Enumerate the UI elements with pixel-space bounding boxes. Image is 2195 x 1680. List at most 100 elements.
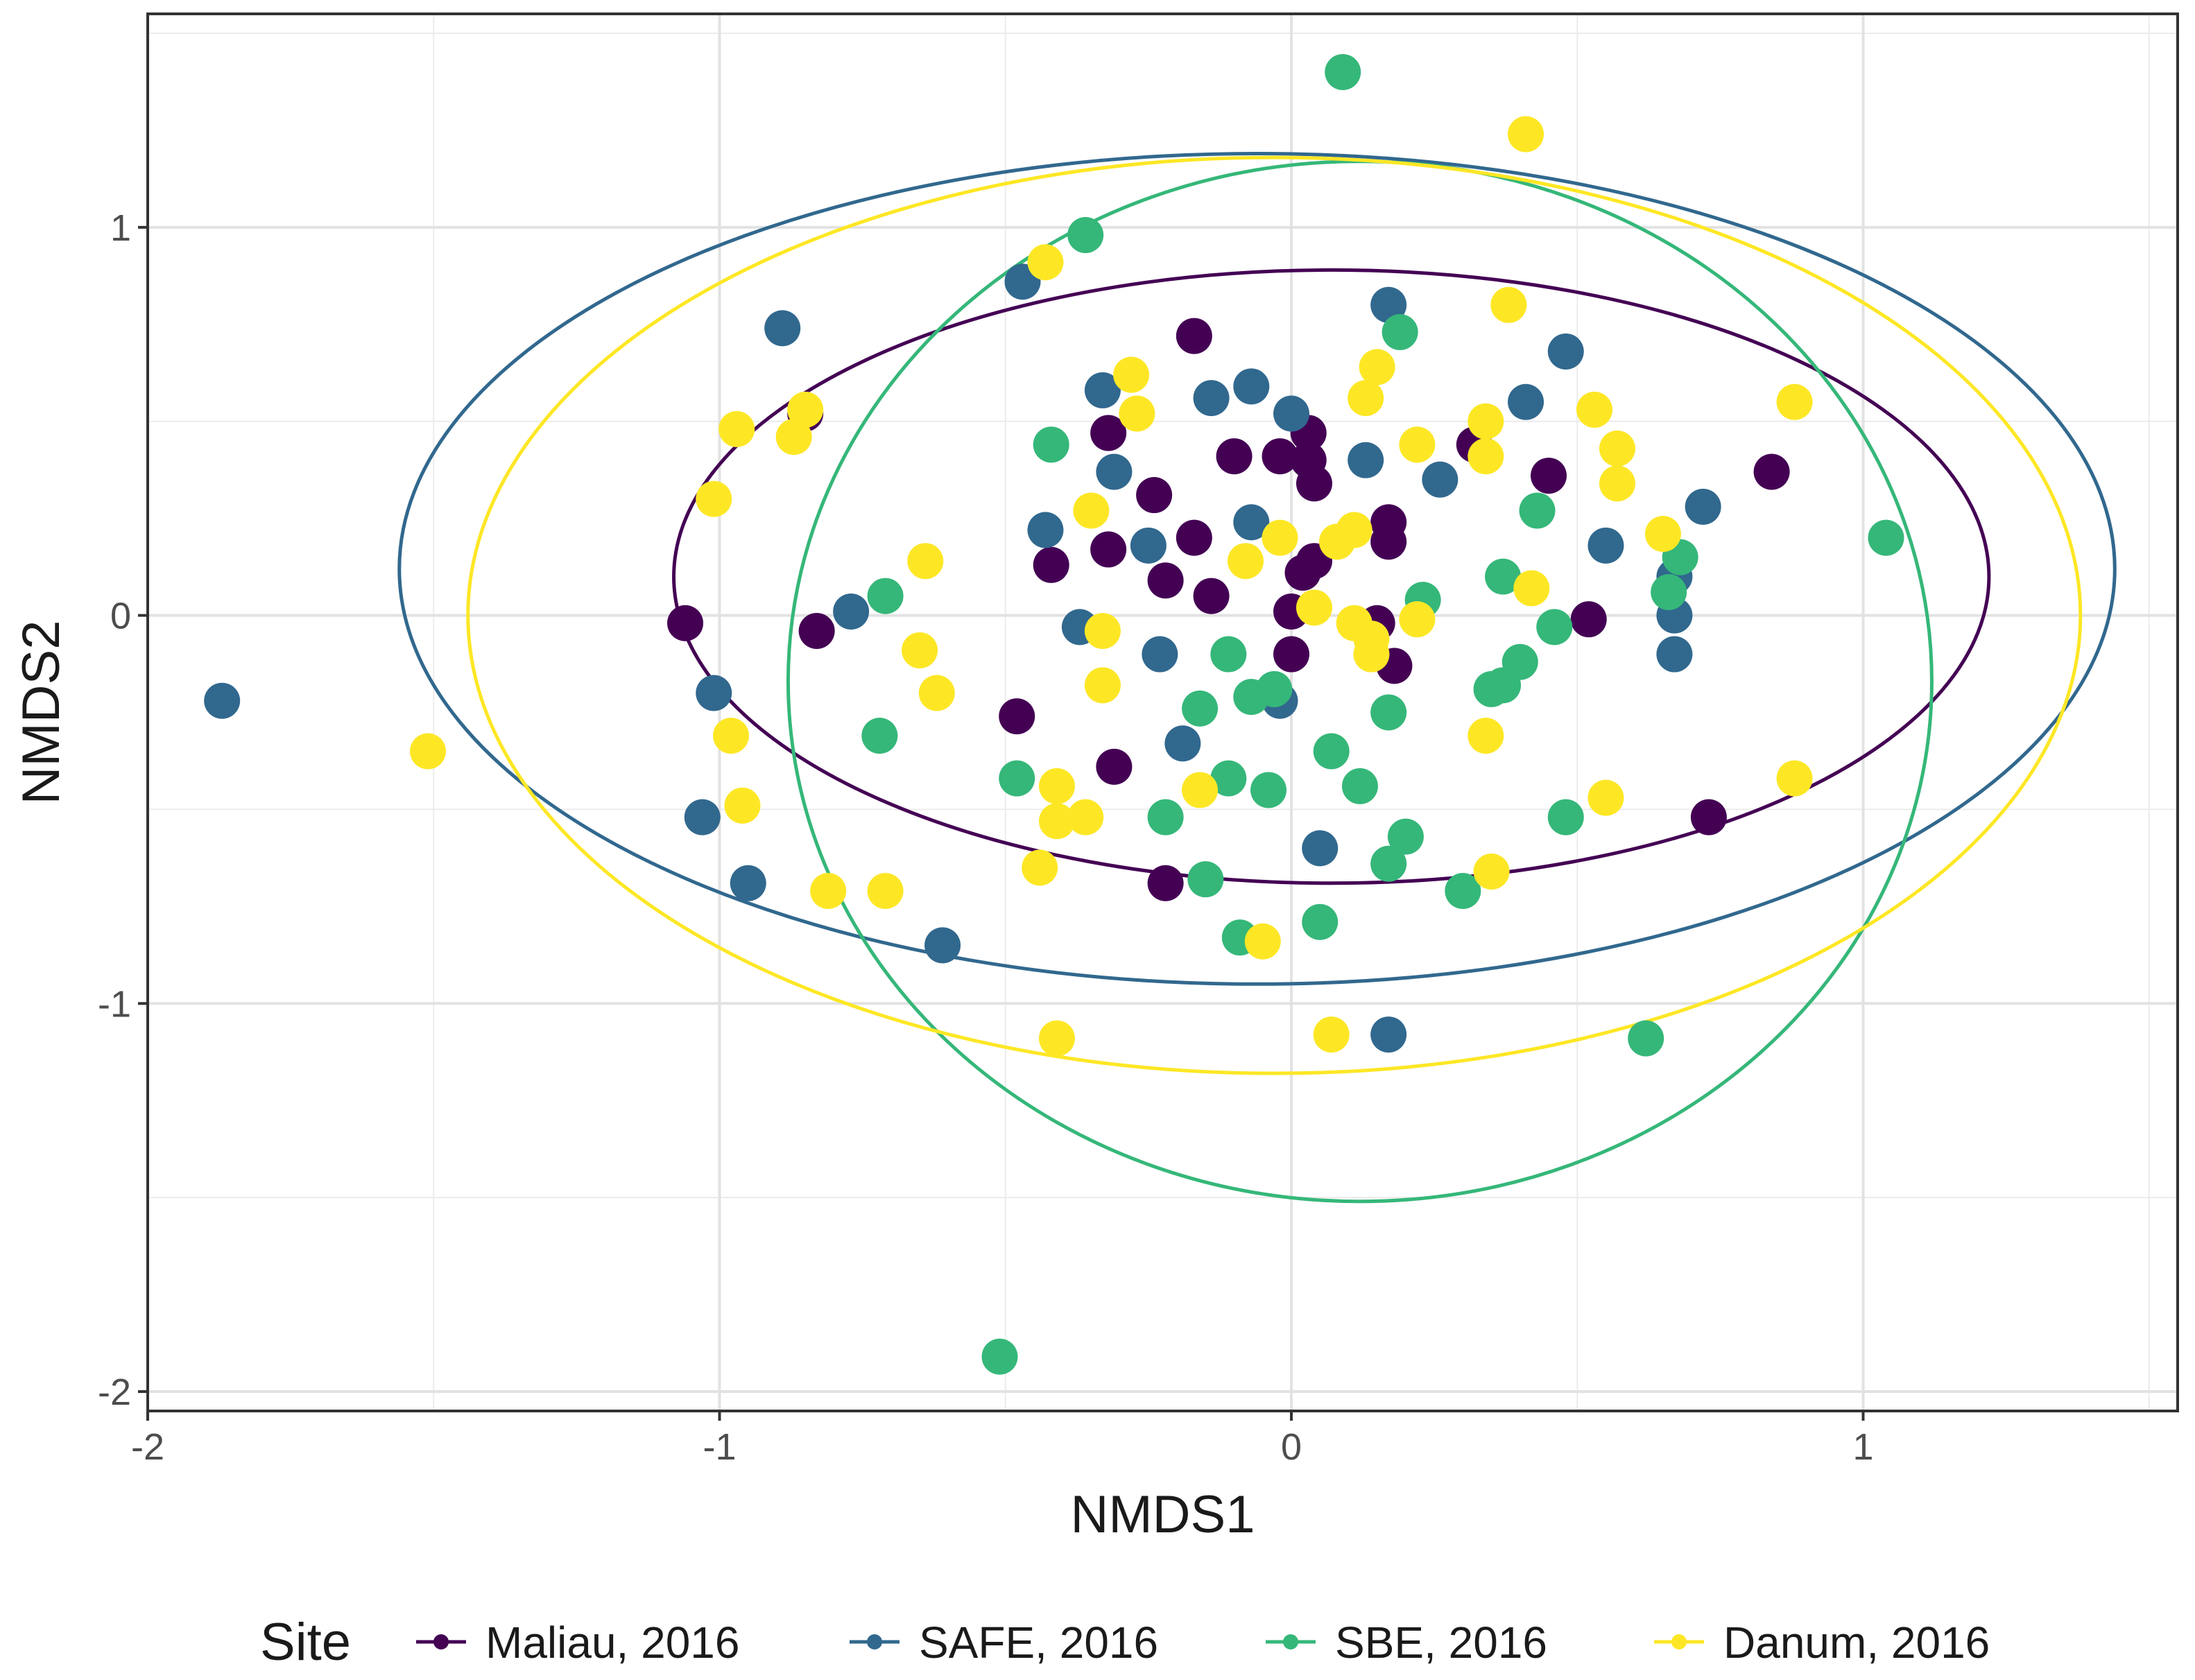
- x-tick-label: -2: [131, 1426, 164, 1468]
- y-axis-title: NMDS2: [12, 620, 71, 804]
- point-safe: [764, 310, 801, 347]
- point-danum: [1399, 426, 1436, 463]
- point-danum: [1399, 601, 1436, 638]
- point-sbe: [1868, 519, 1904, 556]
- point-danum: [918, 675, 955, 711]
- point-safe: [1302, 830, 1338, 867]
- point-sbe: [1341, 768, 1378, 804]
- point-danum: [1244, 923, 1281, 960]
- point-danum: [1262, 519, 1298, 556]
- point-sbe: [1387, 818, 1424, 855]
- x-tick-label: 0: [1281, 1426, 1302, 1468]
- point-danum: [1513, 570, 1550, 607]
- point-safe: [1096, 453, 1133, 490]
- point-danum: [902, 632, 938, 668]
- point-safe: [204, 682, 241, 719]
- point-danum: [1296, 589, 1332, 626]
- point-maliau: [1033, 546, 1069, 583]
- point-danum: [410, 733, 447, 770]
- y-axis-ticks: -2 -1 0 1: [98, 207, 148, 1413]
- point-safe: [1273, 395, 1310, 432]
- point-danum: [1336, 512, 1372, 548]
- point-sbe: [1628, 1020, 1664, 1057]
- point-danum: [1776, 383, 1813, 420]
- point-sbe: [1250, 772, 1287, 808]
- point-danum: [1228, 543, 1264, 580]
- point-safe: [1348, 442, 1384, 478]
- point-sbe: [1651, 573, 1687, 610]
- point-maliau: [1090, 531, 1127, 568]
- point-maliau: [1570, 601, 1607, 638]
- point-danum: [810, 872, 847, 909]
- point-safe: [1656, 636, 1693, 673]
- point-safe: [730, 865, 766, 901]
- point-danum: [787, 391, 824, 428]
- point-danum: [1038, 768, 1075, 804]
- x-axis-ticks: -2 -1 0 1: [131, 1411, 1874, 1468]
- point-sbe: [1313, 733, 1350, 770]
- point-danum: [1644, 516, 1681, 553]
- point-danum: [712, 718, 749, 754]
- point-danum: [1587, 779, 1624, 816]
- point-sbe: [1210, 636, 1247, 673]
- point-sbe: [1187, 861, 1224, 898]
- point-sbe: [867, 578, 904, 614]
- point-safe: [833, 593, 870, 630]
- point-safe: [1370, 286, 1407, 323]
- point-danum: [1113, 356, 1150, 393]
- point-maliau: [1370, 523, 1407, 560]
- point-sbe: [1381, 313, 1418, 350]
- point-sbe: [1033, 426, 1069, 463]
- point-maliau: [1176, 318, 1212, 354]
- point-danum: [1027, 244, 1064, 281]
- point-safe: [1233, 504, 1270, 541]
- point-maliau: [1531, 458, 1567, 494]
- point-maliau: [1090, 415, 1127, 451]
- point-sbe: [1325, 53, 1361, 90]
- legend-title: Site: [260, 1613, 351, 1672]
- point-maliau: [1690, 799, 1727, 835]
- point-danum: [1473, 853, 1510, 890]
- point-sbe: [999, 760, 1035, 797]
- point-danum: [1348, 380, 1384, 417]
- point-danum: [1067, 799, 1104, 835]
- legend-label-danum: Danum, 2016: [1723, 1618, 1990, 1668]
- point-maliau: [1753, 453, 1790, 490]
- point-danum: [718, 410, 755, 447]
- point-safe: [1142, 636, 1178, 673]
- point-danum: [1490, 286, 1527, 323]
- point-sbe: [1445, 872, 1481, 909]
- point-safe: [1587, 527, 1624, 564]
- point-safe: [1547, 333, 1584, 370]
- legend-key-point-safe: [867, 1634, 882, 1649]
- point-safe: [1027, 512, 1064, 548]
- x-tick-label: 1: [1852, 1426, 1873, 1468]
- point-danum: [1467, 403, 1504, 440]
- point-sbe: [1547, 799, 1584, 835]
- point-sbe: [1370, 694, 1407, 731]
- y-tick-label: 1: [110, 207, 131, 249]
- legend-label-maliau: Maliau, 2016: [485, 1618, 739, 1668]
- point-maliau: [1273, 636, 1310, 673]
- point-safe: [1508, 383, 1544, 420]
- legend-key-point-maliau: [433, 1634, 449, 1649]
- y-tick-label: -1: [98, 983, 131, 1025]
- point-sbe: [981, 1338, 1018, 1375]
- point-danum: [724, 787, 761, 824]
- point-sbe: [1256, 670, 1293, 707]
- y-tick-label: 0: [110, 596, 131, 637]
- point-danum: [775, 419, 812, 456]
- point-maliau: [1096, 748, 1133, 785]
- point-danum: [867, 872, 904, 909]
- point-maliau: [798, 612, 835, 649]
- legend-key-point-danum: [1671, 1634, 1687, 1649]
- point-danum: [1776, 760, 1813, 797]
- point-maliau: [1296, 465, 1332, 502]
- point-maliau: [1176, 519, 1212, 556]
- confidence-ellipses: [397, 152, 2117, 1204]
- point-danum: [1313, 1016, 1350, 1053]
- point-sbe: [1370, 845, 1407, 882]
- data-points: [204, 53, 1904, 1375]
- point-sbe: [861, 718, 898, 754]
